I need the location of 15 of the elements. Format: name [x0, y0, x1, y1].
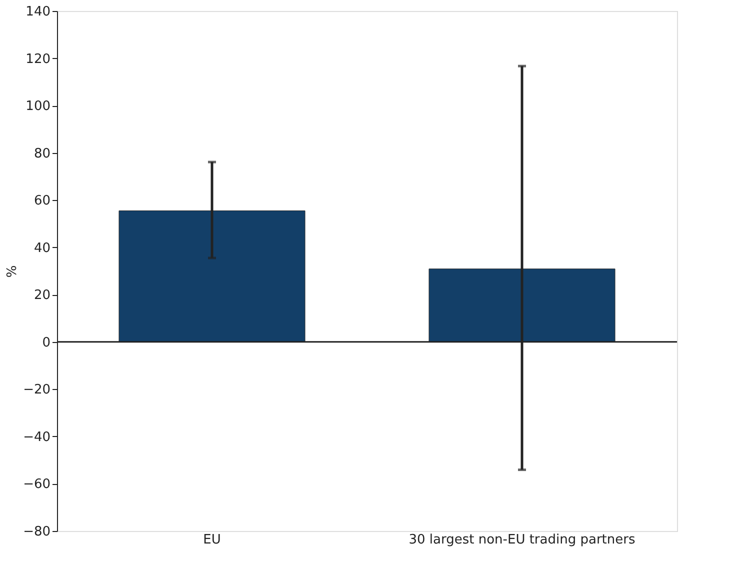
y-tick-label: 40 [34, 240, 50, 256]
y-tick-label: −60 [23, 477, 50, 492]
y-tick-label: 140 [26, 4, 50, 20]
y-tick-label: 100 [26, 99, 50, 114]
y-tick-label: 0 [42, 335, 50, 350]
y-axis-title: % [5, 265, 20, 278]
y-tick-label: −40 [23, 430, 50, 445]
x-tick-label: 30 largest non-EU trading partners [408, 532, 636, 548]
y-tick-label: −80 [23, 524, 50, 540]
y-tick-label: 20 [34, 288, 50, 304]
x-tick-label: EU [203, 532, 221, 548]
y-tick-label: −20 [23, 382, 50, 398]
y-tick-label: 120 [26, 52, 50, 67]
y-tick-label: 80 [34, 146, 50, 162]
y-tick-label: 60 [34, 194, 50, 209]
